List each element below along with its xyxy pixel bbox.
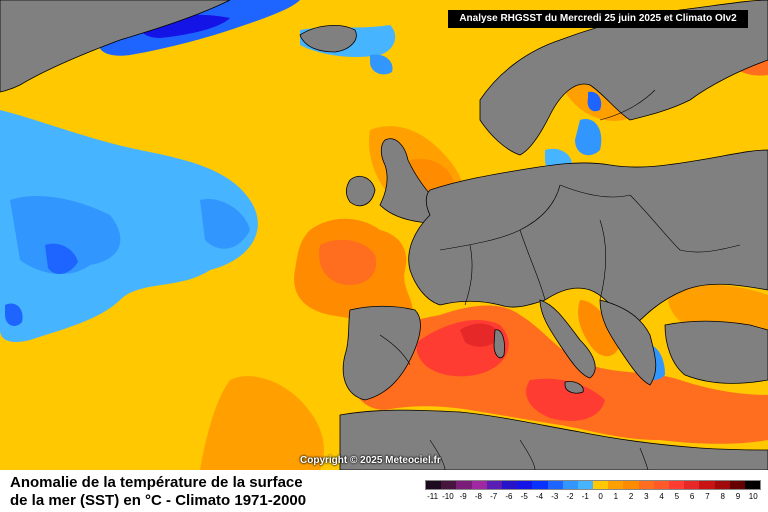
greenland xyxy=(0,0,231,93)
legend-tick-label: -6 xyxy=(505,492,513,501)
legend-swatch xyxy=(441,481,457,489)
legend-tick-label: -4 xyxy=(535,492,544,501)
iberia xyxy=(342,305,421,401)
legend-tick-label: 9 xyxy=(735,492,741,501)
legend-swatch xyxy=(684,481,700,489)
legend-swatch xyxy=(714,481,730,489)
corsica-sardinia xyxy=(493,329,505,359)
legend-swatch xyxy=(577,481,594,489)
legend-swatch xyxy=(744,481,761,489)
legend-swatch xyxy=(486,481,502,489)
north-africa xyxy=(339,409,768,470)
legend-swatch xyxy=(532,481,548,489)
legend-tick-label: 8 xyxy=(720,492,725,501)
map-title-line-2: de la mer (SST) en °C - Climato 1971-200… xyxy=(10,492,307,509)
legend-tick-label: -3 xyxy=(551,492,559,501)
legend-swatch xyxy=(456,481,472,489)
legend-tick-label: -7 xyxy=(490,492,498,501)
legend-tick-label: -5 xyxy=(520,492,528,501)
sicily xyxy=(564,381,584,394)
mediterranean-sea xyxy=(350,300,768,444)
legend-swatch xyxy=(501,481,518,489)
legend-color-bar xyxy=(425,480,761,490)
legend-tick-label: 5 xyxy=(674,492,680,501)
ireland xyxy=(345,176,376,207)
legend-tick-label: 10 xyxy=(748,492,758,501)
anatolia xyxy=(664,320,768,384)
legend-tick-label: 0 xyxy=(598,492,603,501)
analysis-date-banner: Analyse RHGSST du Mercredi 25 juin 2025 … xyxy=(448,10,748,28)
legend-swatch xyxy=(729,481,745,489)
legend-tick-label: -9 xyxy=(459,492,467,501)
map-title: Anomalie de la température de la surface… xyxy=(10,474,410,510)
legend-tick-label: -2 xyxy=(566,492,574,501)
legend-swatch xyxy=(608,481,624,489)
legend-swatch xyxy=(562,481,578,489)
legend-tick-label: 2 xyxy=(628,492,634,501)
legend-tick-label: -11 xyxy=(427,492,439,501)
iceland xyxy=(299,25,357,53)
legend-tick-label: 3 xyxy=(644,492,649,501)
legend-tick-label: 4 xyxy=(659,492,664,501)
legend-tick-label: 7 xyxy=(705,492,710,501)
legend-swatch xyxy=(517,481,533,489)
legend-swatch xyxy=(669,481,685,489)
legend-swatch xyxy=(638,481,654,489)
copyright-notice: Copyright © 2025 Meteociel.fr xyxy=(300,455,441,466)
country-borders xyxy=(379,89,741,470)
legend-swatch xyxy=(547,481,563,489)
legend-tick-label: 6 xyxy=(689,492,695,501)
legend-tick-label: -1 xyxy=(581,492,589,501)
italy xyxy=(539,299,596,379)
land-masses xyxy=(0,0,768,470)
legend-tick-label: -8 xyxy=(474,492,482,501)
scandinavia xyxy=(479,0,768,156)
map-title-line-1: Anomalie de la température de la surface xyxy=(10,474,303,491)
legend-swatch xyxy=(699,481,715,489)
legend-tick-label: 1 xyxy=(613,492,619,501)
legend-swatch xyxy=(426,481,442,489)
sst-anomaly-map xyxy=(0,0,768,470)
legend-swatch xyxy=(653,481,669,489)
color-legend: -11 -10 -9 -8 -7 -6 -5 -4 -3 -2 -1 0 1 2 3 4 5 6 7 8 9 10 xyxy=(425,480,761,501)
balkans xyxy=(599,299,657,386)
legend-swatch xyxy=(471,481,487,489)
legend-tick-labels: -11 -10 -9 -8 -7 -6 -5 -4 -3 -2 -1 0 1 2 3 4 5 6 7 8 9 10 xyxy=(425,492,761,501)
legend-swatch xyxy=(623,481,639,489)
legend-swatch xyxy=(593,481,609,489)
footer: Anomalie de la température de la surface… xyxy=(0,470,768,512)
legend-tick-label: -10 xyxy=(442,492,454,501)
